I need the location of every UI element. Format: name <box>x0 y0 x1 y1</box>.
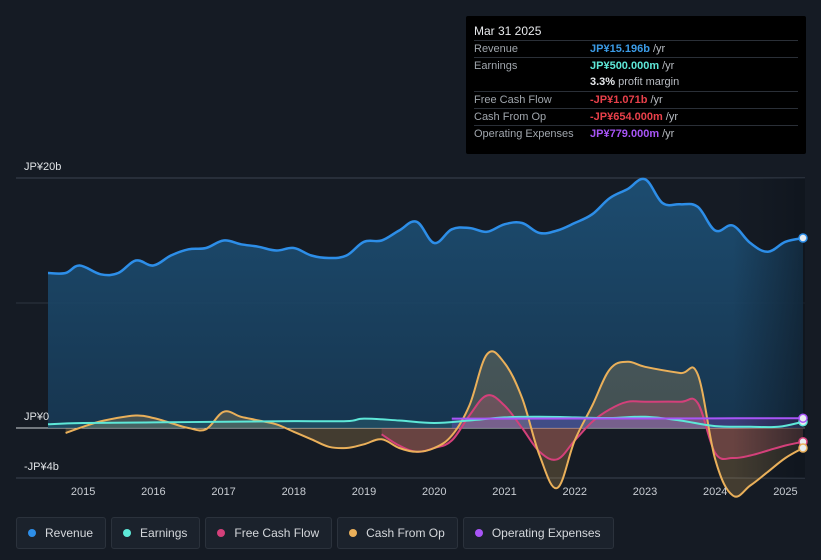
tooltip-row-unit: profit margin <box>618 76 680 88</box>
x-tick-label: 2024 <box>703 486 727 498</box>
y-axis-tick-labels: JP¥20b JP¥0 -JP¥4b <box>24 161 61 473</box>
tooltip-row-label: Free Cash Flow <box>474 94 552 106</box>
x-tick-label: 2019 <box>352 486 376 498</box>
tooltip-row-unit: /yr <box>665 111 679 123</box>
legend-label: Cash From Op <box>366 526 445 540</box>
x-tick-label: 2022 <box>563 486 587 498</box>
legend-dot-icon <box>217 529 226 537</box>
forecast-highlight <box>732 178 805 478</box>
tooltip-row-value: -JP¥1.071b <box>590 94 648 106</box>
legend-item-free-cash-flow[interactable]: Free Cash Flow <box>205 517 333 549</box>
x-tick-label: 2015 <box>71 486 95 498</box>
free-cash-flow-line <box>381 394 804 461</box>
y-tick-label: -JP¥4b <box>24 461 59 473</box>
x-tick-label: 2021 <box>492 486 516 498</box>
tooltip-row: Earnings JP¥500.000m/yr <box>474 57 798 74</box>
tooltip-row-value: JP¥15.196b <box>590 43 650 55</box>
free-cash-flow-area <box>381 395 803 460</box>
tooltip-row-value: JP¥500.000m <box>590 60 660 72</box>
revenue-line <box>47 177 804 277</box>
tooltip-row-unit: /yr <box>662 128 675 140</box>
cash-from-op-line <box>65 350 804 498</box>
tooltip-row: 3.3% profit margin <box>474 74 798 91</box>
cash-from-op-area <box>65 351 804 497</box>
cash-from-op-end-dot <box>798 443 808 453</box>
earnings-area <box>48 416 803 428</box>
y-tick-label: JP¥20b <box>24 161 61 173</box>
x-tick-label: 2017 <box>211 486 235 498</box>
legend-label: Operating Expenses <box>491 526 601 540</box>
operating-expenses-end-dot <box>798 413 808 423</box>
legend-item-operating-expenses[interactable]: Operating Expenses <box>462 517 614 549</box>
legend-label: Earnings <box>140 526 188 540</box>
tooltip-row-value: -JP¥654.000m <box>590 111 663 123</box>
legend-label: Revenue <box>45 526 94 540</box>
tooltip-row-label: Operating Expenses <box>474 128 574 140</box>
tooltip-date: Mar 31 2025 <box>474 24 542 38</box>
tooltip-row-value: JP¥779.000m <box>590 128 660 140</box>
tooltip-row: Free Cash Flow -JP¥1.071b/yr <box>474 91 798 108</box>
tooltip-rows: Revenue JP¥15.196b/yr Earnings JP¥500.000m /… <box>474 40 798 142</box>
tooltip-row-unit: /yr <box>650 94 663 106</box>
chart: JP¥20b JP¥0 -JP¥4b 2015 2016 2017 2018 2019 202… <box>16 161 808 498</box>
x-tick-label: 2018 <box>282 486 306 498</box>
legend-dot-icon <box>28 529 36 537</box>
y-tick-label: JP¥0 <box>24 411 49 423</box>
tooltip-row-label <box>474 74 590 91</box>
legend: Revenue Earnings Free Cash Flow Cash From O… <box>16 517 619 549</box>
series-end-dots <box>798 233 808 453</box>
area-fills <box>48 178 804 497</box>
legend-label: Free Cash Flow <box>234 526 320 540</box>
legend-item-earnings[interactable]: Earnings <box>111 517 201 549</box>
x-tick-label: 2025 <box>773 486 797 498</box>
tooltip-row: Operating Expenses JP¥779.000m/yr <box>474 125 798 142</box>
tooltip-row-value: 3.3% <box>590 76 616 88</box>
x-tick-label: 2020 <box>422 486 446 498</box>
tooltip-row-label: Cash From Op <box>474 111 547 123</box>
legend-dot-icon <box>474 529 483 537</box>
tooltip-row-label: Earnings <box>474 60 518 72</box>
legend-dot-icon <box>349 529 358 537</box>
legend-item-cash-from-op[interactable]: Cash From Op <box>337 517 458 549</box>
revenue-end-dot <box>798 233 808 243</box>
tooltip-row-unit: /yr <box>652 43 666 55</box>
x-tick-label: 2016 <box>141 486 165 498</box>
x-axis-tick-labels: 2015 2016 2017 2018 2019 2020 2021 2022 2023 2024… <box>71 486 798 498</box>
tooltip: Mar 31 2025 Revenue JP¥15.196b/yr Earnings… <box>466 16 806 154</box>
legend-dot-icon <box>123 529 132 537</box>
series-lines <box>47 177 804 498</box>
tooltip-row-unit: /yr <box>662 60 675 72</box>
legend-item-revenue[interactable]: Revenue <box>16 517 107 549</box>
x-tick-label: 2023 <box>633 486 657 498</box>
tooltip-row: Revenue JP¥15.196b/yr <box>474 40 798 57</box>
tooltip-row-label: Revenue <box>474 43 519 55</box>
tooltip-row: Cash From Op -JP¥654.000m/yr <box>474 108 798 125</box>
